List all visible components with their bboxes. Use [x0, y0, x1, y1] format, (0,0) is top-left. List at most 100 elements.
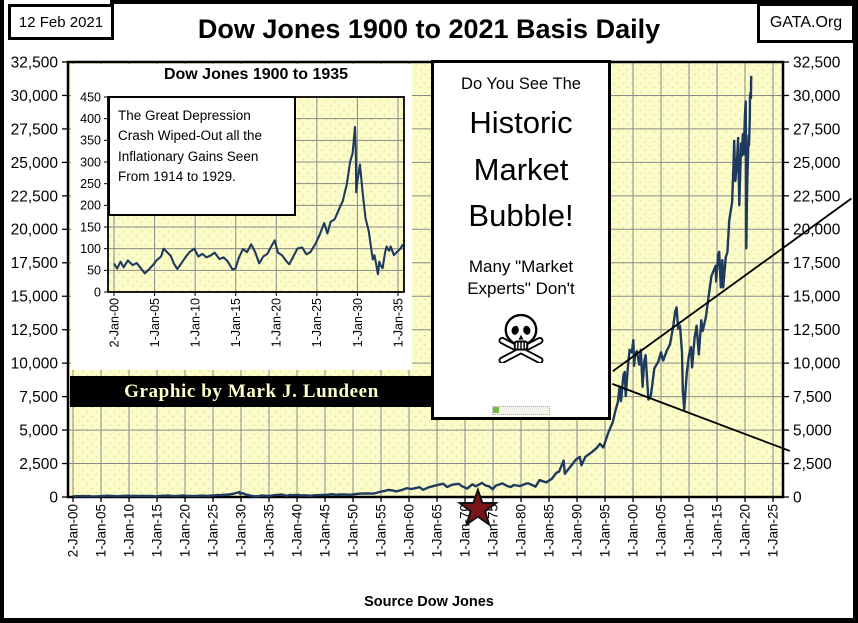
inset-x-axis-labels: 2-Jan-00 1-Jan-05 1-Jan-10 1-Jan-15 1-Jan-20…: [107, 298, 405, 347]
x-tick-label: 1-Jan-15: [710, 504, 725, 557]
bubble-experts-line2: Experts" Don't: [467, 279, 575, 299]
y-tick-label: 350: [80, 134, 101, 148]
frame-border-right: [853, 0, 858, 623]
x-tick-label: 1-Jan-05: [654, 504, 669, 557]
y-tick-label: 200: [80, 199, 101, 213]
main-axis-ticks: [62, 61, 789, 502]
x-tick-label: 1-Jan-10: [122, 504, 137, 557]
bubble-intro-text: Do You See The: [461, 75, 581, 93]
x-tick-label: 1-Jan-80: [514, 504, 529, 557]
y-tick-label: 2,500: [793, 456, 832, 473]
y-tick-label: 20,000: [11, 222, 59, 239]
x-tick-label: 1-Jan-10: [682, 504, 697, 557]
y-tick-label: 22,500: [11, 188, 59, 205]
y-tick-label: 2,500: [19, 456, 58, 473]
y-tick-label: 27,500: [11, 121, 59, 138]
trendlines: [611, 197, 852, 452]
x-tick-label: 1-Jan-85: [542, 504, 557, 557]
y-tick-label: 7,500: [19, 389, 58, 406]
x-tick-label: 1-Jan-45: [318, 504, 333, 557]
y-tick-label: 20,000: [793, 222, 841, 239]
gata-org-label: GATA.Org: [769, 14, 843, 31]
inset-y-axis-labels: 0 50 100 150 200 250 300 350 400 450: [80, 90, 101, 299]
y-tick-label: 7,500: [793, 389, 832, 406]
y-tick-label: 25,000: [11, 155, 59, 172]
page-title: Dow Jones 1900 to 2021 Basis Daily: [197, 14, 661, 44]
y-tick-label: 400: [80, 112, 101, 126]
x-tick-label: 1-Jan-10: [189, 298, 203, 347]
credit-banner: Graphic by Mark J. Lundeen: [70, 376, 433, 407]
x-tick-label: 2-Jan-00: [66, 504, 81, 557]
skull-crossbones-svg: [498, 314, 544, 365]
main-y-axis-labels-left: 0 2,500 5,000 7,500 10,000 12,500 15,000 17,500…: [11, 54, 59, 506]
gata-org-box: GATA.Org: [757, 3, 855, 43]
y-tick-label: 10,000: [11, 356, 59, 373]
y-tick-label: 5,000: [793, 423, 832, 440]
dow-jones-series-line: [72, 75, 753, 498]
embedded-image-artifact: [492, 406, 550, 415]
x-tick-label: 1-Jan-05: [94, 504, 109, 557]
y-tick-label: 250: [80, 177, 101, 191]
x-tick-label: 1-Jan-20: [738, 504, 753, 557]
credit-banner-text: Graphic by Mark J. Lundeen: [124, 380, 379, 402]
y-tick-label: 27,500: [793, 121, 841, 138]
inset-annotation-box: The Great Depression Crash Wiped-Out all…: [108, 96, 296, 216]
inset-annotation-text: The Great Depression Crash Wiped-Out all…: [118, 108, 263, 184]
bubble-big-text-market: Market: [473, 151, 569, 187]
main-plot-border: [66, 60, 785, 499]
bubble-big-text-bubble: Bubble!: [468, 198, 574, 233]
y-tick-label: 15,000: [11, 289, 59, 306]
bubble-experts-text: Many "Market Experts" Don't: [434, 256, 608, 302]
y-tick-label: 30,000: [793, 88, 841, 105]
x-tick-label: 1-Jan-55: [374, 504, 389, 557]
inset-dow-series-line: [113, 125, 404, 276]
artifact-green-chip: [493, 407, 499, 413]
y-tick-label: 22,500: [793, 188, 841, 205]
x-tick-label: 1-Jan-75: [486, 504, 501, 557]
x-tick-label: 1-Jan-95: [598, 504, 613, 557]
x-tick-label: 1-Jan-05: [148, 298, 162, 347]
inset-axis-ticks: [104, 96, 399, 296]
y-tick-label: 30,000: [11, 88, 59, 105]
y-tick-label: 450: [80, 90, 101, 104]
x-tick-label: 1-Jan-20: [270, 298, 284, 347]
x-tick-label: 1-Jan-25: [206, 504, 221, 557]
x-tick-label: 2-Jan-00: [107, 298, 121, 347]
rising-resistance-line: [612, 197, 852, 372]
y-tick-label: 15,000: [793, 289, 841, 306]
y-tick-label: 12,500: [793, 322, 841, 339]
x-tick-label: 1-Jan-35: [391, 298, 405, 347]
star-marker: [456, 486, 499, 527]
y-tick-label: 32,500: [11, 54, 59, 71]
y-tick-label: 25,000: [793, 155, 841, 172]
x-tick-label: 1-Jan-90: [570, 504, 585, 557]
frame-border-bottom: [0, 618, 858, 623]
y-tick-label: 150: [80, 220, 101, 234]
skull-crossbones-icon: [434, 311, 608, 365]
inset-chart-title: Dow Jones 1900 to 1935: [163, 66, 349, 83]
main-y-axis-labels-right: 0 2,500 5,000 7,500 10,000 12,500 15,000 17,500…: [793, 54, 841, 506]
x-tick-label: 1-Jan-00: [626, 504, 641, 557]
x-tick-label: 1-Jan-15: [150, 504, 165, 557]
y-tick-label: 17,500: [793, 255, 841, 272]
y-tick-label: 0: [94, 285, 101, 299]
y-tick-label: 17,500: [11, 255, 59, 272]
y-tick-label: 5,000: [19, 423, 58, 440]
x-tick-label: 1-Jan-25: [766, 504, 781, 557]
source-label: Source Dow Jones: [364, 594, 494, 610]
x-tick-label: 1-Jan-30: [234, 504, 249, 557]
falling-support-line: [611, 383, 791, 452]
y-tick-label: 0: [793, 489, 802, 506]
bubble-big-text-historic: Historic: [469, 105, 573, 140]
y-tick-label: 10,000: [793, 356, 841, 373]
x-tick-label: 1-Jan-20: [178, 504, 193, 557]
y-tick-label: 50: [87, 264, 101, 278]
y-tick-label: 32,500: [793, 54, 841, 71]
date-box: 12 Feb 2021: [8, 4, 114, 40]
x-tick-label: 1-Jan-15: [229, 298, 243, 347]
y-tick-label: 100: [80, 242, 101, 256]
x-tick-label: 1-Jan-40: [290, 504, 305, 557]
x-tick-label: 1-Jan-60: [402, 504, 417, 557]
bubble-experts-line1: Many "Market: [468, 256, 574, 276]
